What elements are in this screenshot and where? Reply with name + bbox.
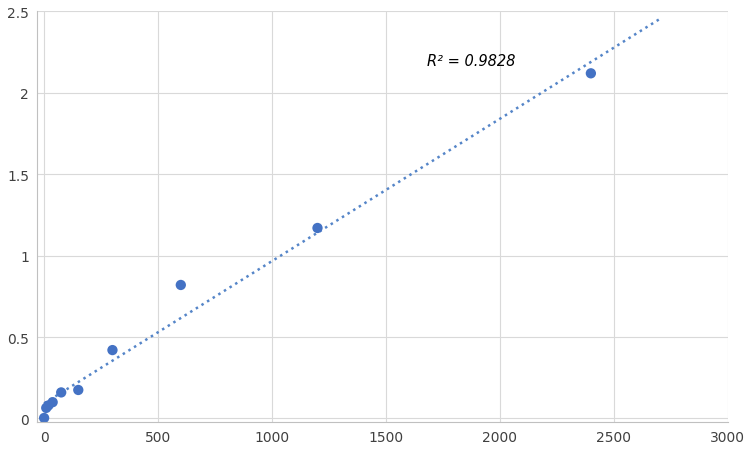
Point bbox=[47, 399, 59, 406]
Point bbox=[42, 402, 54, 409]
Point bbox=[38, 414, 50, 422]
Point bbox=[107, 347, 119, 354]
Point bbox=[55, 389, 67, 396]
Point bbox=[311, 225, 323, 232]
Point bbox=[40, 405, 52, 412]
Text: R² = 0.9828: R² = 0.9828 bbox=[427, 54, 515, 69]
Point bbox=[585, 70, 597, 78]
Point bbox=[174, 282, 186, 289]
Point bbox=[72, 387, 84, 394]
